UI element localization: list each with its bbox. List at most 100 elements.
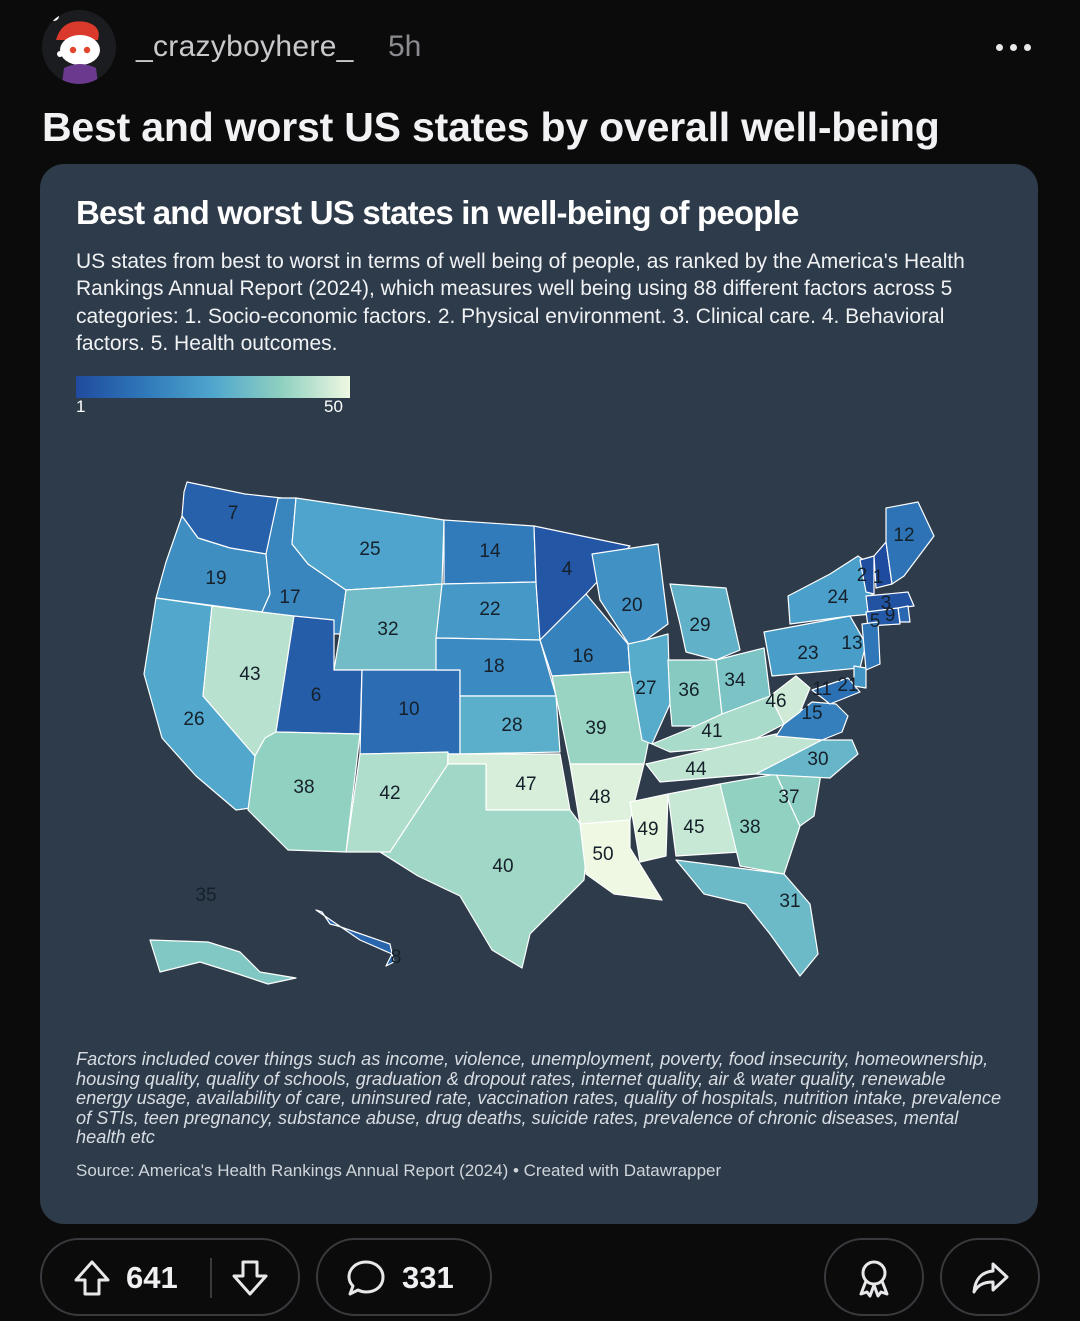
share-button[interactable] [940,1238,1040,1316]
upvote-icon[interactable] [72,1258,112,1298]
user-avatar[interactable] [42,10,116,84]
state-label-la: 50 [592,844,613,865]
state-label-nh: 1 [873,567,884,588]
state-md[interactable] [811,677,861,705]
state-label-in: 36 [678,680,699,701]
state-label-de: 21 [837,675,858,696]
state-label-ne: 18 [483,656,504,677]
state-label-ny: 24 [827,587,849,608]
state-label-me: 12 [893,525,914,546]
state-label-ak: 35 [195,885,216,906]
state-label-ok: 47 [515,774,536,795]
downvote-icon[interactable] [230,1258,270,1298]
upvote-count: 641 [126,1260,178,1295]
state-az[interactable] [247,731,361,853]
us-map: 7192617432532638104214221828474041639485… [143,481,935,985]
state-label-ca: 26 [183,709,204,730]
state-label-ks: 28 [501,715,522,736]
state-label-wy: 32 [377,619,398,640]
state-label-ga: 38 [739,817,760,838]
state-label-sc: 37 [778,787,799,808]
comment-count: 331 [402,1260,454,1295]
state-ct[interactable] [865,607,901,627]
state-label-mt: 25 [359,539,380,560]
snoo-avatar-icon [42,10,116,84]
post-header: _crazyboyhere_ 5h [42,10,1042,88]
chart-source: Source: America's Health Rankings Annual… [76,1161,722,1180]
username[interactable]: _crazyboyhere_ [136,30,354,63]
state-label-vt: 2 [857,565,868,586]
state-label-co: 10 [398,699,419,720]
award-button[interactable] [824,1238,924,1316]
state-label-mn: 4 [562,559,573,580]
state-label-ct: 5 [870,611,881,632]
comment-icon [347,1260,385,1296]
chart-description: US states from best to worst in terms of… [76,250,965,356]
comments-button[interactable]: 331 [316,1238,492,1316]
state-de[interactable] [853,665,867,689]
state-label-nd: 14 [479,541,501,562]
more-dot-icon [996,44,1003,51]
state-label-id: 17 [279,587,300,608]
chart-notes: Factors included cover things such as in… [76,1049,1002,1148]
state-label-ia: 16 [572,646,593,667]
state-label-nc: 30 [807,749,828,770]
state-va[interactable] [775,701,849,741]
state-ak[interactable] [149,939,297,985]
state-label-tn: 44 [685,759,707,780]
state-wv[interactable] [769,675,811,725]
state-label-oh: 34 [724,670,746,691]
award-icon [859,1260,889,1298]
state-hi[interactable] [315,909,395,967]
state-label-mo: 39 [585,718,606,739]
state-label-hi: 8 [391,947,402,968]
state-label-mi: 29 [689,615,710,636]
chart-card[interactable]: Best and worst US states in well-being o… [40,164,1038,1224]
state-label-il: 27 [635,678,656,699]
state-fl[interactable] [675,859,819,977]
state-vt[interactable] [859,555,875,595]
state-nj[interactable] [861,621,881,671]
state-label-ms: 49 [637,819,658,840]
state-label-ut: 6 [311,685,322,706]
state-label-wi: 20 [621,595,642,616]
state-label-md: 11 [812,679,832,700]
vote-bar: 641 [40,1238,300,1316]
more-dot-icon [1010,44,1017,51]
state-label-or: 19 [205,568,226,589]
state-label-az: 38 [293,777,314,798]
chart-title: Best and worst US states in well-being o… [76,194,799,231]
share-icon [972,1262,1009,1294]
state-label-va: 15 [801,703,822,724]
state-label-fl: 31 [779,891,800,912]
state-label-pa: 23 [797,643,818,664]
state-label-nv: 43 [239,664,260,685]
state-label-ma: 3 [881,593,892,614]
state-il[interactable] [627,633,671,745]
legend-min-label: 1 [76,397,86,416]
post-title[interactable]: Best and worst US states by overall well… [42,104,940,150]
state-label-ky: 41 [701,721,722,742]
state-me[interactable] [885,501,935,585]
state-label-wa: 7 [228,503,239,524]
legend-max-label: 50 [324,397,343,416]
state-label-nm: 42 [379,783,400,804]
state-label-sd: 22 [479,599,500,620]
state-label-ar: 48 [589,787,610,808]
state-ga[interactable] [719,773,801,875]
state-label-tx: 40 [492,856,513,877]
color-legend-bar [76,376,350,398]
more-options-button[interactable] [994,32,1034,62]
post-age: 5h [388,30,422,63]
state-label-wv: 46 [765,691,786,712]
state-ks[interactable] [459,695,561,755]
state-label-ri: 9 [885,605,896,626]
vote-divider [210,1258,212,1298]
state-tx[interactable] [379,763,589,969]
state-label-nj: 13 [841,633,862,654]
state-ms[interactable] [629,793,669,863]
state-nc[interactable] [755,739,859,779]
state-la[interactable] [579,819,663,901]
state-pa[interactable] [763,615,867,677]
more-dot-icon [1024,44,1031,51]
